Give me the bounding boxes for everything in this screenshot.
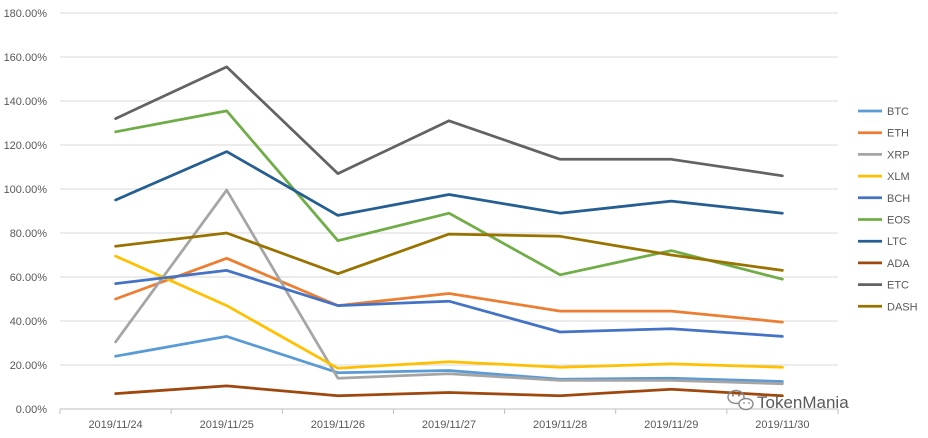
legend-label: XLM — [887, 171, 910, 183]
series-line-bch — [114, 269, 784, 338]
x-tick-label: 2019/11/24 — [88, 419, 142, 431]
legend-item-dash: DASH — [858, 301, 918, 313]
y-axis-ticks: 0.00% 20.00% 40.00% 60.00% 80.00% 100.00% 120.… — [4, 8, 48, 416]
y-tick-label: 140.00% — [4, 96, 48, 108]
x-axis-ticks: 2019/11/24 2019/11/25 2019/11/26 2019/11/27… — [88, 419, 809, 431]
series-line-dash — [114, 231, 784, 276]
series-lines — [114, 65, 784, 398]
series-line-ada — [114, 384, 784, 398]
series-line-eos — [114, 109, 784, 281]
legend-item-xrp: XRP — [858, 149, 910, 161]
y-tick-label: 40.00% — [10, 316, 48, 328]
legend-label: BCH — [887, 193, 910, 205]
legend-item-bch: BCH — [858, 193, 910, 205]
legend-label: BTC — [887, 106, 909, 118]
y-tick-label: 160.00% — [4, 52, 48, 64]
series-line-xrp — [114, 188, 784, 386]
gridlines — [60, 12, 838, 366]
legend: BTC ETH XRP XLM BCH EOS LTC ADA ETC DASH — [858, 106, 918, 313]
series-line-eth — [114, 256, 784, 324]
x-tick-label: 2019/11/27 — [422, 419, 476, 431]
x-tick-label: 2019/11/30 — [755, 419, 809, 431]
legend-label: ETH — [887, 128, 909, 140]
legend-item-xlm: XLM — [858, 171, 910, 183]
legend-label: EOS — [887, 215, 910, 227]
y-tick-label: 120.00% — [4, 140, 48, 152]
legend-item-ltc: LTC — [858, 236, 907, 248]
watermark-text: TokenMania — [757, 393, 849, 412]
legend-item-btc: BTC — [858, 106, 909, 118]
legend-label: ETC — [887, 280, 909, 292]
series-line-ltc — [114, 150, 784, 217]
y-tick-label: 180.00% — [4, 8, 48, 20]
legend-label: LTC — [887, 236, 907, 248]
y-tick-label: 0.00% — [16, 404, 47, 416]
wechat-icon — [727, 389, 754, 411]
y-tick-label: 80.00% — [10, 228, 48, 240]
x-tick-label: 2019/11/28 — [533, 419, 587, 431]
series-line-btc — [114, 335, 784, 383]
watermark: TokenMania — [727, 389, 849, 412]
legend-item-ada: ADA — [858, 258, 910, 270]
legend-item-eth: ETH — [858, 128, 909, 140]
legend-label: XRP — [887, 149, 910, 161]
legend-label: ADA — [887, 258, 910, 270]
legend-label: DASH — [887, 301, 918, 313]
y-tick-label: 100.00% — [4, 184, 48, 196]
y-tick-label: 60.00% — [10, 272, 48, 284]
x-tick-label: 2019/11/29 — [644, 419, 698, 431]
x-axis — [59, 408, 839, 414]
legend-item-etc: ETC — [858, 280, 909, 292]
x-tick-label: 2019/11/25 — [200, 419, 254, 431]
series-line-etc — [114, 65, 784, 178]
series-line-xlm — [114, 254, 784, 370]
legend-item-eos: EOS — [858, 215, 910, 227]
x-tick-label: 2019/11/26 — [311, 419, 365, 431]
y-tick-label: 20.00% — [10, 360, 48, 372]
